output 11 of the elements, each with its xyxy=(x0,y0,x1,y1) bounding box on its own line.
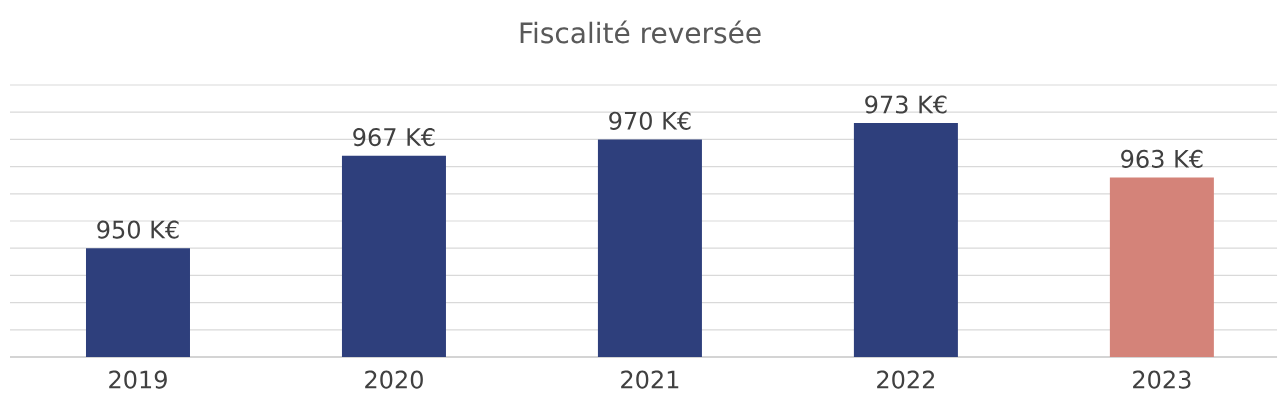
x-tick-label: 2022 xyxy=(877,370,935,389)
data-label: 950 K€ xyxy=(97,220,179,239)
x-tick-label: 2023 xyxy=(1133,370,1191,389)
chart-title: Fiscalité reversée xyxy=(520,20,761,44)
x-tick-label: 2019 xyxy=(109,370,167,389)
x-tick-label: 2021 xyxy=(621,370,679,389)
data-label: 973 K€ xyxy=(865,95,947,114)
x-tick-label: 2020 xyxy=(365,370,423,389)
data-label: 970 K€ xyxy=(609,111,691,130)
data-label: 963 K€ xyxy=(1121,149,1203,168)
data-label: 967 K€ xyxy=(353,128,435,147)
